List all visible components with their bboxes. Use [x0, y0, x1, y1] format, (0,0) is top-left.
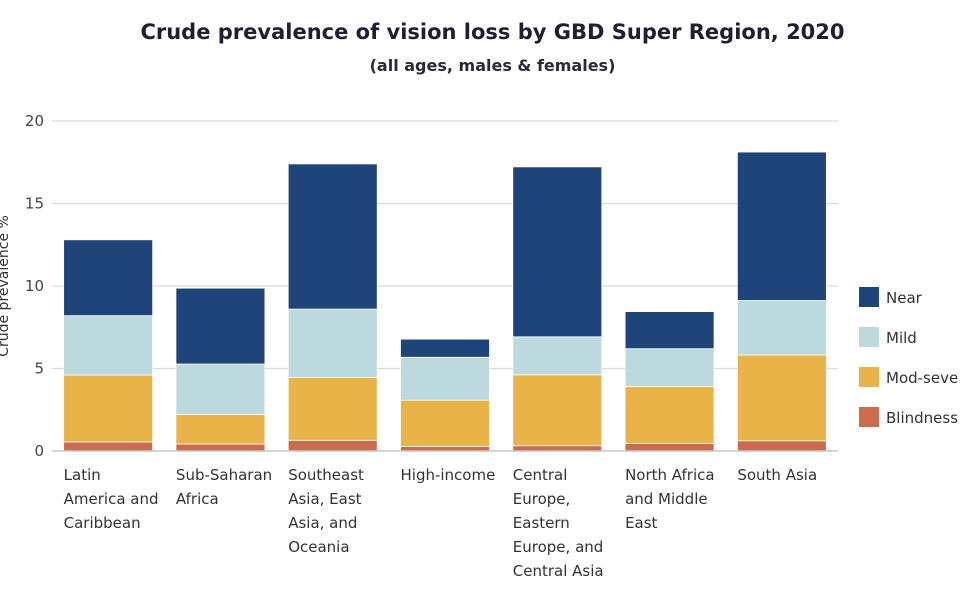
x-category-label: Oceania — [288, 538, 349, 556]
y-axis-label: Crude prevalence % — [0, 215, 12, 357]
bar-segment-near[interactable] — [287, 163, 378, 310]
bar-segment-blindness[interactable] — [63, 441, 154, 452]
bar-segment-mod-severe[interactable] — [400, 399, 490, 447]
legend-swatch-mild[interactable] — [859, 327, 879, 347]
bar-segment-near[interactable] — [512, 166, 603, 338]
bar-segment-mod-severe[interactable] — [175, 413, 266, 445]
x-category-label: South Asia — [737, 466, 817, 484]
y-tick-label: 5 — [34, 360, 44, 378]
legend-swatch-blindness[interactable] — [859, 407, 879, 427]
x-category-label: East — [625, 514, 657, 532]
x-category-label: Europe, — [513, 490, 571, 508]
bar-segment-near[interactable] — [624, 311, 715, 350]
bar-segment-near[interactable] — [400, 338, 490, 358]
bar-segment-mild[interactable] — [512, 336, 603, 376]
bar-segment-blindness[interactable] — [624, 443, 715, 452]
bar-layer — [63, 151, 827, 452]
bar-segment-mild[interactable] — [624, 348, 715, 388]
chart-title: Crude prevalence of vision loss by GBD S… — [140, 20, 845, 44]
legend-label-blindness[interactable]: Blindness — [886, 409, 958, 427]
x-category-label: Central — [513, 466, 568, 484]
bar-segment-blindness[interactable] — [736, 440, 827, 452]
bar-segment-mod-severe[interactable] — [63, 374, 154, 443]
legend-label-mild[interactable]: Mild — [886, 329, 917, 347]
y-tick-label: 20 — [25, 112, 44, 130]
x-category-label: Caribbean — [64, 514, 141, 532]
bar-segment-mild[interactable] — [400, 356, 490, 401]
x-category-label: Southeast — [288, 466, 364, 484]
bar-segment-mod-severe[interactable] — [512, 374, 603, 447]
x-category-label: and Middle — [625, 490, 708, 508]
legend-label-mod-severe[interactable]: Mod-seve — [886, 369, 958, 387]
bar-segment-mild[interactable] — [63, 315, 154, 376]
x-category-label: Sub-Saharan — [176, 466, 272, 484]
bar-segment-mod-severe[interactable] — [736, 354, 827, 442]
y-tick-label: 15 — [25, 195, 44, 213]
bar-segment-near[interactable] — [736, 151, 827, 301]
x-category-label: Central Asia — [513, 562, 604, 580]
bar-segment-blindness[interactable] — [512, 445, 603, 452]
legend-swatch-near[interactable] — [859, 287, 879, 307]
bar-segment-mod-severe[interactable] — [624, 386, 715, 444]
legend: Near Mild Mod-seve Blindness — [859, 287, 958, 427]
bar-segment-mod-severe[interactable] — [287, 377, 378, 441]
bar-segment-near[interactable] — [63, 239, 154, 317]
legend-swatch-mod-severe[interactable] — [859, 367, 879, 387]
axis-layer: 0 5 10 15 20 Crude prevalence % Latin America a… — [0, 112, 838, 580]
x-category-label: Asia, East — [288, 490, 361, 508]
chart-subtitle: (all ages, males & females) — [369, 56, 616, 75]
legend-label-near[interactable]: Near — [886, 289, 923, 307]
bar-segment-near[interactable] — [175, 287, 266, 365]
x-category-label: Eastern — [513, 514, 570, 532]
bar-segment-mild[interactable] — [736, 300, 827, 356]
bar-segment-blindness[interactable] — [287, 439, 378, 452]
y-tick-label: 0 — [34, 442, 44, 460]
x-category-label: High-income — [401, 466, 496, 484]
x-category-label: Europe, and — [513, 538, 604, 556]
x-category-label: North Africa — [625, 466, 715, 484]
x-category-label: America and — [64, 490, 159, 508]
y-tick-label: 10 — [25, 277, 44, 295]
grid-layer — [52, 120, 838, 370]
x-category-label: Africa — [176, 490, 219, 508]
x-category-label: Latin — [64, 466, 101, 484]
bar-segment-blindness[interactable] — [175, 443, 266, 452]
bar-segment-mild[interactable] — [287, 308, 378, 378]
x-category-label: Asia, and — [288, 514, 357, 532]
bar-segment-mild[interactable] — [175, 363, 266, 415]
